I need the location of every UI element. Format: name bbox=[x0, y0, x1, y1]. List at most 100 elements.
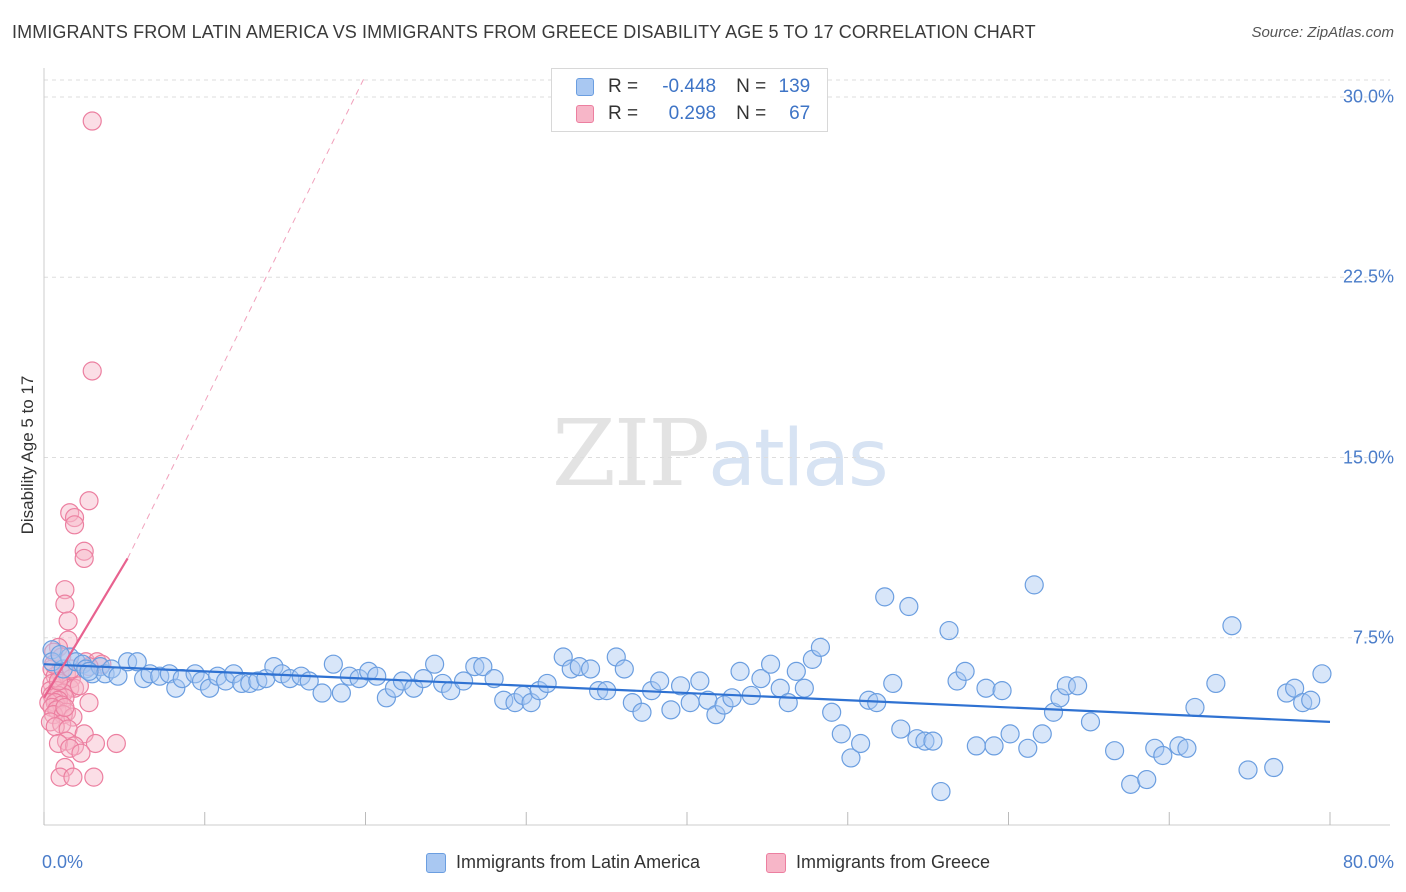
scatter-point bbox=[976, 678, 996, 698]
scatter-point bbox=[69, 676, 89, 696]
scatter-point bbox=[851, 733, 871, 754]
scatter-point bbox=[64, 515, 85, 535]
scatter-point bbox=[74, 548, 94, 569]
scatter-point bbox=[185, 664, 205, 684]
scatter-point bbox=[323, 654, 343, 674]
scatter-point bbox=[1145, 738, 1165, 758]
scatter-point bbox=[505, 693, 525, 713]
legend-n-value-blue: 139 bbox=[778, 76, 811, 97]
scatter-point bbox=[376, 688, 396, 708]
scatter-point bbox=[622, 693, 642, 713]
latin-america-series-points bbox=[42, 575, 1332, 802]
scatter-point bbox=[79, 491, 99, 511]
scatter-point bbox=[966, 736, 986, 756]
scatter-point bbox=[63, 767, 83, 787]
scatter-point bbox=[992, 681, 1012, 701]
scatter-point bbox=[907, 729, 927, 749]
scatter-point bbox=[588, 681, 609, 701]
legend-row-latin-america: R = -0.448 N = 139 bbox=[576, 76, 810, 98]
scatter-point bbox=[915, 731, 935, 751]
scatter-point bbox=[706, 705, 726, 725]
scatter-point bbox=[48, 733, 69, 754]
scatter-point bbox=[680, 693, 700, 713]
scatter-point bbox=[166, 678, 186, 698]
scatter-point bbox=[1050, 688, 1070, 708]
scatter-point bbox=[841, 748, 861, 768]
x-tick-max: 80.0% bbox=[1342, 852, 1394, 872]
scatter-point bbox=[1000, 724, 1020, 744]
watermark: ZIPatlas bbox=[552, 400, 889, 507]
scatter-point bbox=[60, 738, 80, 758]
bottom-legend-swatch-blue bbox=[426, 852, 446, 873]
scatter-point bbox=[831, 724, 851, 744]
bottom-legend-label-pink: Immigrants from Greece bbox=[796, 852, 991, 872]
scatter-point bbox=[1024, 575, 1044, 595]
scatter-point bbox=[127, 652, 147, 672]
scatter-point bbox=[561, 659, 581, 679]
scatter-point bbox=[1121, 774, 1141, 794]
scatter-point bbox=[1137, 769, 1157, 790]
scatter-point bbox=[232, 673, 252, 694]
scatter-point bbox=[537, 673, 557, 694]
trend-line-greece-extrapolated bbox=[127, 75, 366, 559]
scatter-point bbox=[58, 611, 78, 631]
scatter-point bbox=[1238, 760, 1258, 780]
scatter-point bbox=[923, 731, 943, 751]
bottom-legend-swatch-pink bbox=[766, 852, 786, 873]
scatter-point bbox=[810, 637, 831, 657]
legend-r-value-blue: -0.448 bbox=[662, 76, 717, 97]
scatter-point bbox=[425, 654, 445, 674]
watermark-atlas: atlas bbox=[708, 414, 888, 504]
scatter-point bbox=[101, 659, 122, 679]
scatter-point bbox=[1032, 724, 1052, 744]
trend-line-greece bbox=[43, 557, 129, 699]
scatter-point bbox=[1312, 664, 1332, 684]
y-tick-label: 30.0% bbox=[1342, 86, 1394, 107]
trend-line-latin-america bbox=[43, 663, 1331, 723]
scatter-point bbox=[722, 688, 742, 708]
scatter-point bbox=[1153, 745, 1173, 766]
scatter-point bbox=[751, 669, 771, 689]
scatter-point bbox=[984, 736, 1004, 756]
scatter-point bbox=[1222, 616, 1242, 636]
y-tick-label: 22.5% bbox=[1342, 266, 1394, 287]
scatter-point bbox=[614, 659, 634, 679]
scatter-point bbox=[465, 656, 485, 677]
legend-n-value-pink: 67 bbox=[789, 103, 811, 124]
scatter-point bbox=[55, 580, 75, 600]
scatter-point bbox=[82, 111, 102, 131]
legend-n-label: N = bbox=[736, 103, 767, 124]
bottom-legend-greece: Immigrants from Greece bbox=[766, 852, 990, 873]
y-tick-label: 7.5% bbox=[1352, 627, 1394, 648]
scatter-point bbox=[939, 620, 959, 641]
scatter-point bbox=[730, 661, 750, 681]
legend-r-label: R = bbox=[608, 76, 639, 97]
scatter-point bbox=[71, 743, 91, 763]
scatter-point bbox=[569, 656, 589, 677]
scatter-point bbox=[1285, 678, 1305, 698]
scatter-point bbox=[955, 661, 975, 681]
scatter-point bbox=[714, 695, 734, 715]
scatter-point bbox=[947, 671, 967, 691]
scatter-point bbox=[891, 719, 911, 739]
legend-r-value-pink: 0.298 bbox=[668, 103, 717, 124]
scatter-point bbox=[82, 361, 102, 381]
legend-row-greece: R = 0.298 N = 67 bbox=[576, 103, 810, 125]
scatter-point bbox=[58, 630, 78, 650]
scatter-point bbox=[367, 666, 387, 686]
scatter-point bbox=[413, 669, 433, 689]
scatter-point bbox=[117, 652, 138, 672]
legend-r-label: R = bbox=[608, 103, 639, 124]
scatter-point bbox=[650, 671, 670, 691]
scatter-point bbox=[1080, 712, 1101, 732]
legend-swatch-pink bbox=[576, 105, 594, 123]
scatter-point bbox=[580, 659, 601, 679]
scatter-point bbox=[1177, 738, 1197, 758]
scatter-point bbox=[1264, 757, 1284, 778]
scatter-point bbox=[670, 676, 691, 696]
chart-title: IMMIGRANTS FROM LATIN AMERICA VS IMMIGRA… bbox=[12, 22, 1036, 42]
scatter-point bbox=[1185, 697, 1205, 718]
scatter-point bbox=[248, 671, 268, 691]
scatter-point bbox=[931, 781, 951, 802]
scatter-point bbox=[794, 678, 814, 698]
